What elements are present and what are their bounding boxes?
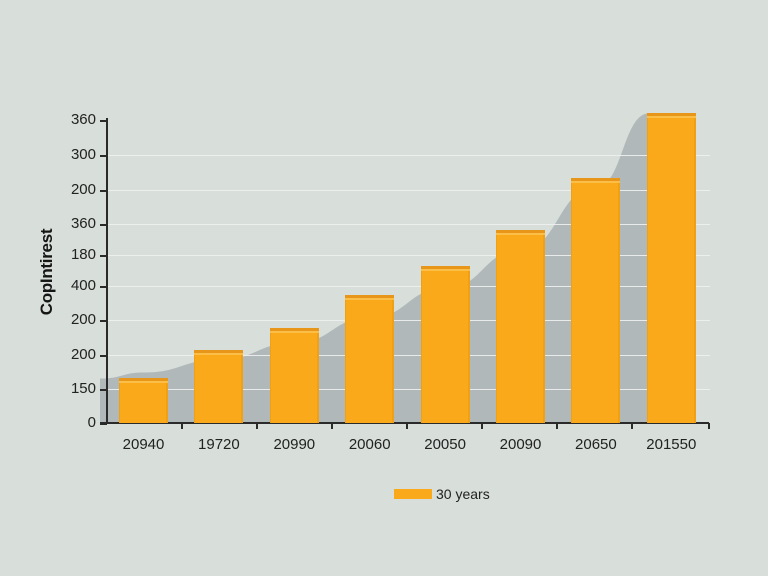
x-tick-label: 201550 (646, 436, 697, 453)
x-tick-label: 20090 (499, 436, 542, 453)
y-tick-label: 360 (70, 111, 96, 128)
gridline (106, 355, 710, 356)
gridline (106, 286, 710, 287)
y-tick-label: 150 (70, 380, 96, 397)
y-tick-label: 200 (70, 346, 96, 363)
bar (269, 327, 319, 423)
x-tick-label: 19720 (198, 436, 240, 453)
bar (496, 230, 545, 423)
y-tick (100, 320, 107, 322)
x-tick-label: 20650 (575, 436, 617, 453)
y-tick (100, 389, 107, 391)
legend-swatch (394, 489, 432, 499)
x-tick (556, 423, 558, 429)
gridline (106, 155, 710, 156)
legend-label: 30 years (436, 486, 490, 502)
x-tick (406, 423, 408, 429)
y-tick (100, 224, 107, 226)
gridline (106, 255, 710, 256)
x-tick-label: 20060 (348, 436, 391, 453)
gridline (106, 320, 710, 321)
x-tick-label: 20990 (273, 436, 316, 453)
bar (646, 113, 696, 423)
gridline (106, 389, 710, 390)
x-tick (481, 423, 483, 429)
bar (119, 378, 168, 423)
y-tick (100, 355, 107, 357)
x-tick-label: 20050 (424, 436, 466, 453)
x-tick (181, 423, 183, 429)
gridline (106, 190, 710, 191)
y-axis (106, 118, 108, 424)
y-tick-label: 0 (87, 414, 96, 431)
y-tick-label: 200 (70, 311, 96, 328)
bar (571, 178, 621, 423)
y-tick-label: 400 (70, 277, 96, 294)
y-tick (100, 286, 107, 288)
x-tick (256, 423, 258, 429)
y-tick-label: 360 (70, 215, 96, 232)
y-tick (100, 155, 107, 157)
x-tick (331, 423, 333, 429)
x-tick (631, 423, 633, 429)
y-tick (100, 190, 107, 192)
y-tick (100, 120, 107, 122)
y-tick (100, 423, 107, 425)
legend: 30 years (394, 486, 490, 502)
bar (194, 349, 244, 423)
y-axis-title: CopIntirest (37, 228, 56, 316)
x-tick-label: 20940 (122, 436, 165, 453)
y-tick-label: 200 (70, 181, 96, 198)
x-axis (100, 422, 709, 424)
bar (345, 295, 395, 423)
y-tick (100, 255, 107, 257)
bar (420, 265, 470, 423)
gridline (106, 224, 710, 225)
y-tick-label: 180 (70, 246, 96, 263)
y-tick-label: 300 (70, 146, 96, 163)
x-tick (708, 423, 710, 429)
